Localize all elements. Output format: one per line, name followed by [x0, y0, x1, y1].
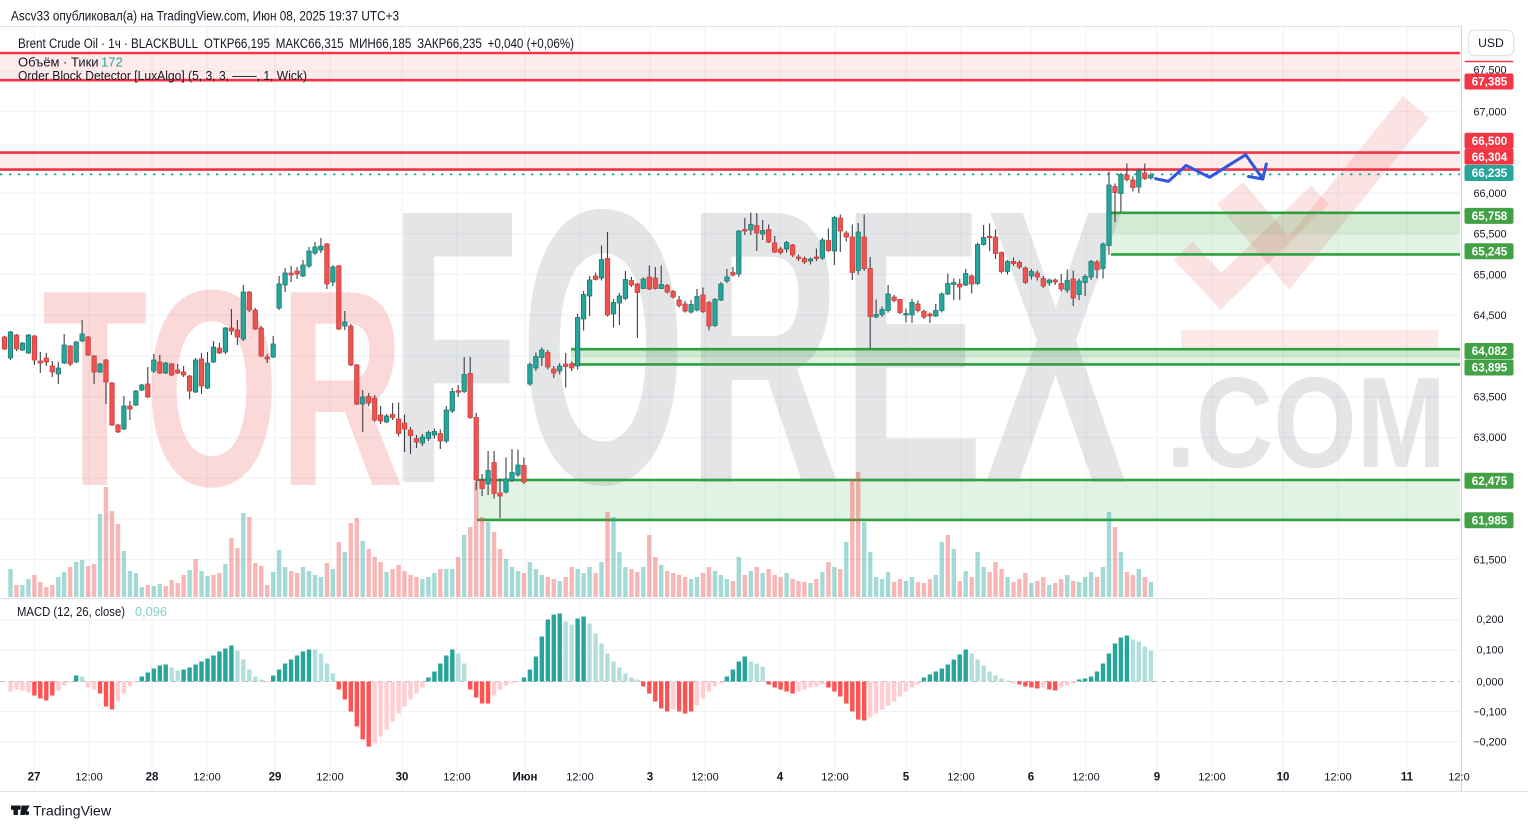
svg-text:6: 6: [1028, 772, 1034, 784]
svg-text:12:00: 12:00: [443, 772, 471, 784]
svg-text:28: 28: [146, 772, 159, 784]
svg-text:12:00: 12:00: [691, 772, 719, 784]
svg-text:65,245: 65,245: [1472, 246, 1508, 259]
svg-text:12:00: 12:00: [566, 772, 594, 784]
svg-text:63,500: 63,500: [1473, 392, 1506, 404]
svg-text:12:0: 12:0: [1448, 772, 1469, 784]
svg-text:12:00: 12:00: [947, 772, 975, 784]
svg-text:12:00: 12:00: [1072, 772, 1100, 784]
svg-text:10: 10: [1277, 772, 1290, 784]
svg-text:Order Block Detector [LuxAlgo]: Order Block Detector [LuxAlgo] (5, 3, 3,…: [18, 68, 307, 83]
svg-text:66,500: 66,500: [1472, 135, 1507, 148]
svg-text:3: 3: [647, 772, 653, 784]
svg-text:12:00: 12:00: [75, 772, 103, 784]
svg-text:66,235: 66,235: [1472, 167, 1508, 180]
svg-text:TOR: TOR: [42, 233, 404, 545]
svg-text:−0,200: −0,200: [1473, 736, 1506, 748]
svg-text:65,758: 65,758: [1472, 210, 1508, 223]
svg-text:0,200: 0,200: [1476, 614, 1503, 626]
svg-text:67,385: 67,385: [1472, 76, 1508, 89]
svg-text:65,000: 65,000: [1473, 269, 1506, 281]
svg-text:12:00: 12:00: [821, 772, 849, 784]
svg-text:Июн: Июн: [512, 772, 537, 784]
svg-text:Объём · Тики: Объём · Тики: [18, 55, 99, 70]
svg-text:0,096: 0,096: [135, 604, 167, 619]
svg-text:−0,100: −0,100: [1473, 706, 1506, 718]
svg-text:63,000: 63,000: [1473, 432, 1506, 444]
svg-text:Ascv33 опубликовал(а) на Tradi: Ascv33 опубликовал(а) на TradingView.com…: [11, 9, 399, 24]
svg-text:9: 9: [1154, 772, 1160, 784]
svg-text:USD: USD: [1478, 36, 1504, 50]
svg-text:12:00: 12:00: [316, 772, 344, 784]
svg-text:62,475: 62,475: [1472, 475, 1508, 488]
svg-text:.COM: .COM: [1166, 351, 1446, 495]
svg-text:61,500: 61,500: [1473, 554, 1506, 566]
svg-text:12:00: 12:00: [193, 772, 221, 784]
svg-text:TradingView: TradingView: [33, 804, 112, 820]
svg-text:29: 29: [269, 772, 282, 784]
svg-text:12:00: 12:00: [1324, 772, 1352, 784]
svg-text:MACD (12, 26, close): MACD (12, 26, close): [17, 604, 125, 619]
svg-text:67,500: 67,500: [1473, 64, 1506, 76]
svg-text:67,000: 67,000: [1473, 107, 1506, 119]
svg-text:27: 27: [28, 772, 41, 784]
svg-text:4: 4: [777, 772, 784, 784]
svg-text:66,000: 66,000: [1473, 188, 1506, 200]
svg-text:Brent Crude Oil · 1ч · BLACKBU: Brent Crude Oil · 1ч · BLACKBULL ОТКР66,…: [18, 36, 574, 51]
svg-text:66,304: 66,304: [1472, 151, 1508, 164]
svg-text:11: 11: [1401, 772, 1414, 784]
svg-text:0,000: 0,000: [1476, 676, 1503, 688]
svg-text:172: 172: [101, 55, 123, 70]
svg-text:5: 5: [903, 772, 910, 784]
svg-text:30: 30: [396, 772, 409, 784]
svg-text:12:00: 12:00: [1198, 772, 1226, 784]
svg-text:65,500: 65,500: [1473, 229, 1506, 241]
svg-text:64,082: 64,082: [1472, 345, 1507, 358]
svg-text:FOREX: FOREX: [389, 128, 1128, 565]
svg-text:61,985: 61,985: [1472, 515, 1508, 528]
svg-text:0,100: 0,100: [1476, 644, 1503, 656]
svg-text:64,500: 64,500: [1473, 310, 1506, 322]
svg-text:63,895: 63,895: [1472, 362, 1508, 375]
